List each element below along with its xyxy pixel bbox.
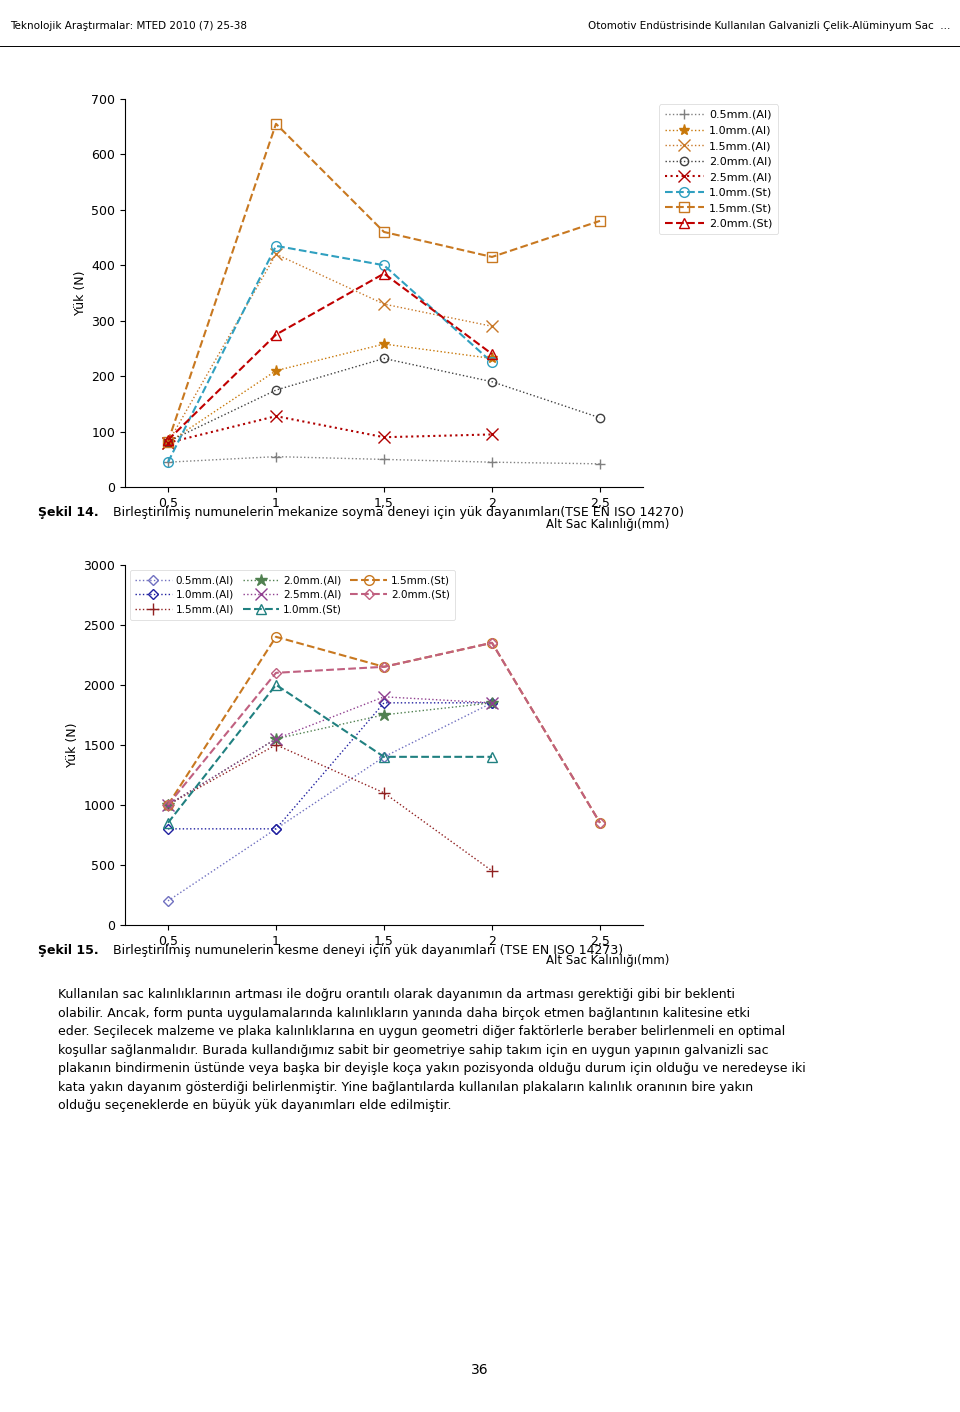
2.0mm.(Al): [487, 373, 498, 390]
Line: 2.0mm.(St): 2.0mm.(St): [164, 640, 604, 826]
Line: 1.0mm.(St): 1.0mm.(St): [163, 241, 497, 467]
0.5mm.(Al): [378, 748, 390, 765]
Line: 1.5mm.(Al): 1.5mm.(Al): [162, 249, 497, 449]
2.0mm.(St): [487, 346, 498, 363]
1.0mm.(St): [378, 257, 390, 274]
1.0mm.(St): [487, 748, 498, 765]
Line: 2.0mm.(St): 2.0mm.(St): [163, 268, 497, 445]
Line: 0.5mm.(Al): 0.5mm.(Al): [164, 699, 495, 904]
2.5mm.(Al): [487, 695, 498, 712]
2.0mm.(Al): [271, 730, 282, 747]
1.5mm.(St): [271, 628, 282, 645]
1.0mm.(St): [271, 676, 282, 693]
Text: Alt Sac Kalınlığı(mm): Alt Sac Kalınlığı(mm): [545, 953, 669, 967]
2.0mm.(Al): [162, 796, 174, 813]
Line: 0.5mm.(Al): 0.5mm.(Al): [163, 452, 605, 469]
2.0mm.(St): [378, 658, 390, 675]
2.0mm.(Al): [594, 409, 606, 426]
1.5mm.(St): [162, 433, 174, 450]
0.5mm.(Al): [487, 695, 498, 712]
1.5mm.(Al): [378, 295, 390, 312]
Line: 1.5mm.(St): 1.5mm.(St): [163, 119, 605, 446]
1.5mm.(Al): [162, 435, 174, 452]
Line: 1.5mm.(St): 1.5mm.(St): [163, 633, 605, 827]
0.5mm.(Al): [487, 453, 498, 470]
1.0mm.(St): [378, 748, 390, 765]
1.5mm.(Al): [487, 863, 498, 880]
Line: 2.0mm.(Al): 2.0mm.(Al): [161, 696, 498, 810]
1.5mm.(Al): [162, 796, 174, 813]
Line: 1.0mm.(Al): 1.0mm.(Al): [162, 339, 497, 449]
Legend: 0.5mm.(Al), 1.0mm.(Al), 1.5mm.(Al), 2.0mm.(Al), 2.5mm.(Al), 1.0mm.(St), 1.5mm.(S: 0.5mm.(Al), 1.0mm.(Al), 1.5mm.(Al), 2.0m…: [660, 104, 778, 234]
Text: Otomotiv Endüstrisinde Kullanılan Galvanizli Çelik-Alüminyum Sac  ...: Otomotiv Endüstrisinde Kullanılan Galvan…: [588, 21, 950, 31]
1.0mm.(Al): [487, 695, 498, 712]
0.5mm.(Al): [271, 448, 282, 465]
1.0mm.(Al): [162, 435, 174, 452]
Y-axis label: Yük (N): Yük (N): [66, 723, 79, 767]
1.5mm.(St): [487, 634, 498, 651]
1.5mm.(Al): [487, 318, 498, 335]
1.0mm.(St): [162, 815, 174, 832]
Y-axis label: Yük (N): Yük (N): [74, 271, 87, 315]
2.0mm.(St): [162, 432, 174, 449]
1.5mm.(St): [162, 796, 174, 813]
Text: Kullanılan sac kalınlıklarının artması ile doğru orantılı olarak dayanımın da ar: Kullanılan sac kalınlıklarının artması i…: [58, 988, 805, 1113]
2.0mm.(St): [271, 665, 282, 682]
1.5mm.(Al): [271, 737, 282, 754]
1.5mm.(St): [378, 658, 390, 675]
2.0mm.(St): [271, 326, 282, 343]
1.5mm.(Al): [271, 246, 282, 263]
Line: 1.5mm.(Al): 1.5mm.(Al): [162, 740, 497, 877]
2.0mm.(Al): [487, 695, 498, 712]
2.0mm.(St): [594, 815, 606, 832]
1.5mm.(Al): [378, 785, 390, 802]
2.5mm.(Al): [162, 796, 174, 813]
0.5mm.(Al): [162, 453, 174, 470]
1.0mm.(St): [162, 453, 174, 470]
2.5mm.(Al): [162, 435, 174, 452]
2.0mm.(St): [487, 634, 498, 651]
1.5mm.(St): [378, 223, 390, 240]
0.5mm.(Al): [162, 892, 174, 909]
1.0mm.(Al): [271, 361, 282, 378]
1.0mm.(Al): [162, 820, 174, 837]
1.0mm.(Al): [487, 350, 498, 367]
2.0mm.(Al): [378, 706, 390, 723]
0.5mm.(Al): [271, 820, 282, 837]
Text: 36: 36: [471, 1363, 489, 1377]
0.5mm.(Al): [594, 455, 606, 472]
Line: 1.0mm.(St): 1.0mm.(St): [163, 681, 497, 827]
1.0mm.(Al): [378, 695, 390, 712]
1.0mm.(Al): [271, 820, 282, 837]
1.5mm.(St): [594, 212, 606, 229]
Text: Birleştirilmiş numunelerin mekanize soyma deneyi için yük dayanımları(TSE EN ISO: Birleştirilmiş numunelerin mekanize soym…: [105, 505, 684, 520]
1.0mm.(Al): [378, 336, 390, 353]
1.0mm.(St): [487, 354, 498, 371]
Legend: 0.5mm.(Al), 1.0mm.(Al), 1.5mm.(Al), 2.0mm.(Al), 2.5mm.(Al), 1.0mm.(St), 1.5mm.(S: 0.5mm.(Al), 1.0mm.(Al), 1.5mm.(Al), 2.0m…: [130, 570, 455, 620]
1.0mm.(St): [271, 237, 282, 254]
2.0mm.(Al): [271, 381, 282, 398]
Line: 2.5mm.(Al): 2.5mm.(Al): [162, 411, 497, 449]
Line: 1.0mm.(Al): 1.0mm.(Al): [164, 699, 495, 832]
2.0mm.(Al): [162, 433, 174, 450]
2.5mm.(Al): [378, 689, 390, 706]
Text: Birleştirilmiş numunelerin kesme deneyi için yük dayanımları (TSE EN ISO 14273): Birleştirilmiş numunelerin kesme deneyi …: [105, 943, 623, 957]
1.5mm.(St): [594, 815, 606, 832]
2.5mm.(Al): [378, 429, 390, 446]
2.5mm.(Al): [487, 426, 498, 443]
2.0mm.(St): [378, 265, 390, 282]
Text: Alt Sac Kalınlığı(mm): Alt Sac Kalınlığı(mm): [545, 518, 669, 531]
2.5mm.(Al): [271, 408, 282, 425]
1.5mm.(St): [271, 116, 282, 133]
Text: Şekil 15.: Şekil 15.: [38, 943, 99, 957]
2.0mm.(St): [162, 796, 174, 813]
1.5mm.(St): [487, 249, 498, 265]
Text: Şekil 14.: Şekil 14.: [38, 505, 99, 520]
Line: 2.0mm.(Al): 2.0mm.(Al): [164, 354, 604, 446]
2.5mm.(Al): [271, 730, 282, 747]
Line: 2.5mm.(Al): 2.5mm.(Al): [162, 692, 497, 810]
2.0mm.(Al): [378, 350, 390, 367]
Text: Teknolojik Araştırmalar: MTED 2010 (7) 25-38: Teknolojik Araştırmalar: MTED 2010 (7) 2…: [10, 21, 247, 31]
0.5mm.(Al): [378, 450, 390, 467]
